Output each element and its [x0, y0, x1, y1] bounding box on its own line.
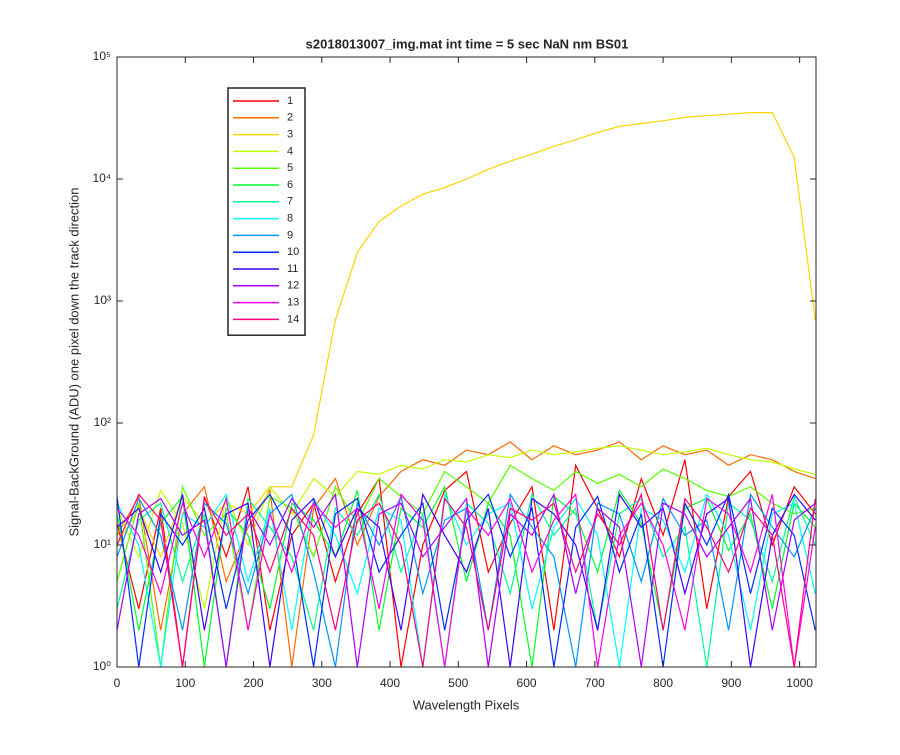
series-line — [117, 492, 816, 667]
x-tick-label: 500 — [448, 676, 468, 690]
series-line — [117, 485, 816, 667]
series-line — [117, 492, 816, 667]
y-tick-label: 10¹ — [94, 537, 111, 551]
legend-label: 10 — [287, 246, 299, 258]
y-tick-label: 10⁰ — [93, 659, 111, 673]
x-tick-label: 300 — [312, 676, 332, 690]
x-tick-label: 400 — [380, 676, 400, 690]
legend-label: 12 — [287, 280, 299, 292]
y-axis-label: Signal-BackGround (ADU) one pixel down t… — [66, 187, 81, 536]
series-line — [117, 445, 816, 609]
series-line — [117, 492, 816, 667]
x-tick-label: 100 — [175, 676, 195, 690]
x-axis-label: Wavelength Pixels — [413, 697, 520, 712]
series-line — [117, 441, 816, 667]
legend-label: 8 — [287, 213, 293, 225]
legend-label: 5 — [287, 162, 293, 174]
legend-label: 9 — [287, 229, 293, 241]
plot-lines — [117, 112, 816, 667]
y-tick-label: 10² — [94, 415, 111, 429]
series-line — [117, 492, 816, 667]
y-tick-label: 10³ — [94, 293, 111, 307]
series-line — [117, 464, 816, 667]
y-tick-label: 10⁴ — [92, 171, 111, 185]
series-line — [117, 112, 816, 559]
chart-title: s2018013007_img.mat int time = 5 sec NaN… — [306, 36, 629, 51]
x-tick-label: 900 — [721, 676, 741, 690]
x-tick-label: 0 — [114, 676, 121, 690]
legend-label: 3 — [287, 129, 293, 141]
legend-label: 13 — [287, 297, 299, 309]
y-tick-label: 10⁵ — [93, 49, 111, 63]
x-tick-label: 1000 — [786, 676, 813, 690]
legend-box — [227, 87, 306, 336]
legend-label: 2 — [287, 112, 293, 124]
legend-label: 6 — [287, 179, 293, 191]
legend-label: 11 — [287, 263, 298, 275]
axes-box — [116, 56, 817, 668]
x-tick-label: 800 — [653, 676, 673, 690]
x-tick-label: 600 — [517, 676, 537, 690]
legend-label: 14 — [287, 313, 299, 325]
x-tick-label: 700 — [585, 676, 605, 690]
legend-label: 1 — [287, 95, 293, 107]
legend-label: 7 — [287, 196, 293, 208]
x-tick-label: 200 — [244, 676, 264, 690]
series-line — [117, 459, 816, 667]
legend-label: 4 — [287, 145, 293, 157]
